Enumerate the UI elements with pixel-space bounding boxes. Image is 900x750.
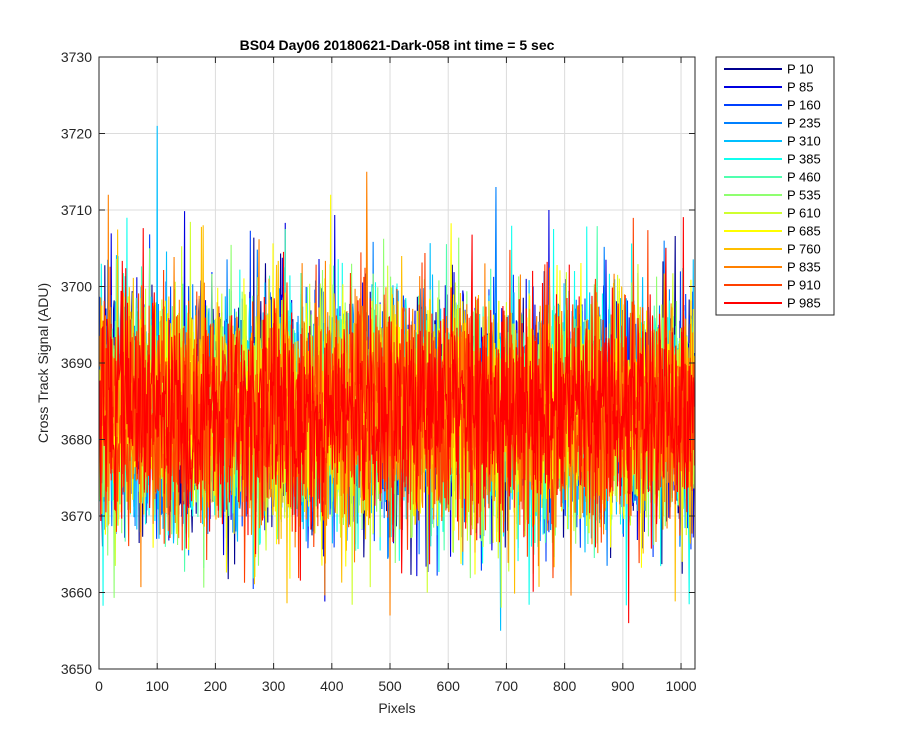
legend-label: P 235 <box>787 116 821 131</box>
legend-label: P 10 <box>787 62 814 77</box>
x-tick-label: 400 <box>320 678 344 694</box>
y-axis-label: Cross Track Signal (ADU) <box>35 283 51 443</box>
x-tick-label: 500 <box>378 678 402 694</box>
y-tick-label: 3670 <box>61 508 92 524</box>
y-tick-label: 3690 <box>61 355 92 371</box>
series-layer <box>99 125 695 631</box>
series-line-p-985 <box>99 217 695 624</box>
legend-label: P 310 <box>787 134 821 149</box>
legend-label: P 910 <box>787 278 821 293</box>
y-tick-label: 3720 <box>61 126 92 142</box>
legend-label: P 85 <box>787 80 814 95</box>
legend-label: P 760 <box>787 242 821 257</box>
x-tick-label: 100 <box>146 678 170 694</box>
y-tick-label: 3650 <box>61 661 92 677</box>
legend-label: P 460 <box>787 170 821 185</box>
legend-label: P 160 <box>787 98 821 113</box>
y-tick-label: 3710 <box>61 202 92 218</box>
y-tick-label: 3680 <box>61 432 92 448</box>
x-tick-label: 300 <box>262 678 286 694</box>
x-axis: 0 100 200 300 400 500 600 700 800 900 1000 <box>95 57 697 694</box>
x-tick-label: 0 <box>95 678 103 694</box>
legend-label: P 610 <box>787 206 821 221</box>
x-axis-label: Pixels <box>378 700 415 716</box>
y-tick-label: 3660 <box>61 585 92 601</box>
legend-label: P 685 <box>787 224 821 239</box>
y-axis: 3650 3660 3670 3680 3690 3700 3710 3720 3730 <box>61 49 695 677</box>
legend-label: P 385 <box>787 152 821 167</box>
x-tick-label: 1000 <box>665 678 696 694</box>
x-tick-label: 800 <box>553 678 577 694</box>
legend-label: P 835 <box>787 260 821 275</box>
legend: P 10 P 85 P 160 P 235 P 310 P 385 P 460 P 535 P … <box>715 56 835 316</box>
legend-box <box>715 56 835 316</box>
x-tick-label: 600 <box>437 678 461 694</box>
x-tick-label: 700 <box>495 678 519 694</box>
x-tick-label: 900 <box>611 678 635 694</box>
y-tick-label: 3700 <box>61 279 92 295</box>
y-tick-label: 3730 <box>61 49 92 65</box>
chart-title: BS04 Day06 20180621-Dark-058 int time = … <box>240 37 555 53</box>
legend-label: P 985 <box>787 296 821 311</box>
x-tick-label: 200 <box>204 678 228 694</box>
legend-label: P 535 <box>787 188 821 203</box>
